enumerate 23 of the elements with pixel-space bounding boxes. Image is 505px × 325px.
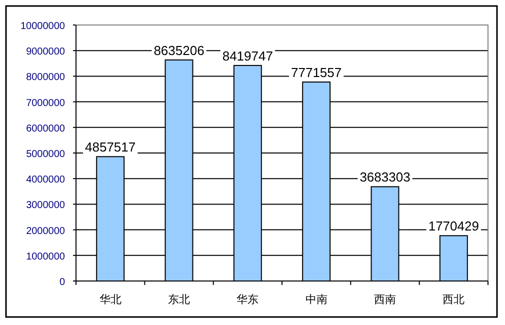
x-tick-label: 东北 bbox=[168, 293, 190, 306]
x-tick-label: 华北 bbox=[99, 293, 122, 306]
y-tick-label: 3000000 bbox=[26, 200, 66, 212]
data-label: 7771557 bbox=[291, 65, 342, 80]
y-tick-label: 8000000 bbox=[26, 72, 66, 84]
data-label: 4857517 bbox=[85, 140, 136, 155]
data-label: 1770429 bbox=[428, 218, 479, 234]
y-tick-label: 5000000 bbox=[26, 149, 66, 160]
data-label: 8419747 bbox=[222, 48, 273, 64]
x-tick-label: 西北 bbox=[442, 293, 465, 306]
x-tick-label: 华东 bbox=[236, 293, 259, 306]
y-tick-label: 2000000 bbox=[26, 226, 66, 237]
y-tick-label: 7000000 bbox=[26, 98, 66, 109]
y-tick-label: 1000000 bbox=[26, 251, 66, 262]
y-tick-label: 10000000 bbox=[20, 21, 66, 32]
y-tick-label: 4000000 bbox=[26, 174, 66, 186]
data-label: 3683303 bbox=[360, 170, 410, 185]
y-tick-label: 6000000 bbox=[26, 123, 66, 134]
x-tick-label: 中南 bbox=[305, 293, 328, 306]
y-tick-label: 9000000 bbox=[26, 46, 66, 58]
x-tick-label: 西南 bbox=[374, 293, 396, 306]
data-label: 8635206 bbox=[154, 42, 204, 58]
y-tick-label: 0 bbox=[59, 277, 66, 288]
